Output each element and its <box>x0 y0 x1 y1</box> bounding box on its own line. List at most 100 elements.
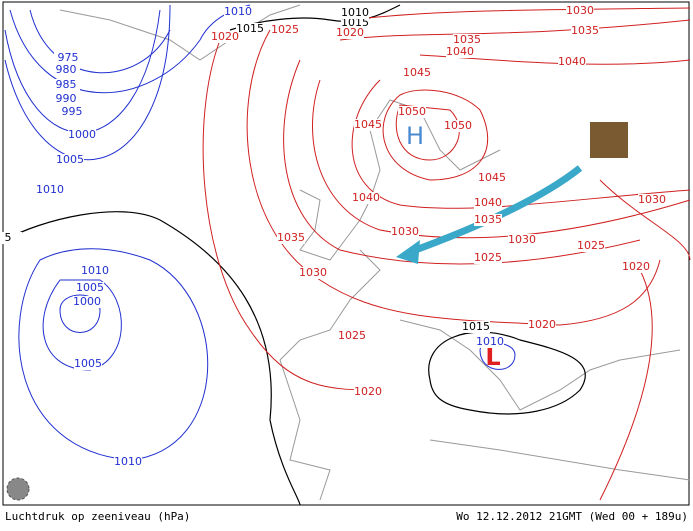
isobar-label: 1015 <box>341 16 369 29</box>
loading-icon <box>6 477 30 501</box>
isobar-label: 1025 <box>338 329 366 342</box>
label-bg <box>476 336 504 348</box>
isobar-label: 1020 <box>211 30 239 43</box>
low-pressure-label: L <box>485 343 500 371</box>
label-bg <box>508 234 536 246</box>
isobar-label: 1020 <box>354 385 382 398</box>
caption: Luchtdruk op zeeniveau (hPa) <box>5 510 190 523</box>
label-bg <box>73 296 101 308</box>
isobar-label: 1050 <box>444 119 472 132</box>
isobar-label: 1005 <box>56 153 84 166</box>
isobar-label: 985 <box>56 78 77 91</box>
isobar-label: 1045 <box>403 66 431 79</box>
label-bg <box>299 267 327 279</box>
isobar-label: 1035 <box>277 231 305 244</box>
isobar-label: 1005 <box>76 281 104 294</box>
footer <box>0 507 693 531</box>
label-bg <box>474 197 502 209</box>
isobar-label: 1010 <box>476 335 504 348</box>
isobar-label: 995 <box>62 105 83 118</box>
isobar-label: 1030 <box>391 225 419 238</box>
isobar-label: 1045 <box>478 171 506 184</box>
isobar-label: 1000 <box>73 295 101 308</box>
isobar-label: 1030 <box>508 233 536 246</box>
label-bg <box>58 106 86 118</box>
label-bg <box>446 46 474 58</box>
label-bg <box>68 129 96 141</box>
label-bg <box>36 184 64 196</box>
label-bg <box>271 24 299 36</box>
isobar-label: 1025 <box>577 239 605 252</box>
isobar-label: 1010 <box>341 6 369 19</box>
label-bg <box>474 214 502 226</box>
label-bg <box>528 319 556 331</box>
label-bg <box>403 67 431 79</box>
isobar-label: 1030 <box>299 266 327 279</box>
isobar-label: 1025 <box>271 23 299 36</box>
isobar-label: 1010 <box>224 5 252 18</box>
isobar-label: 975 <box>58 51 79 64</box>
isobar-label: 5 <box>5 231 12 244</box>
label-bg <box>52 79 80 91</box>
isobar-label: 1010 <box>114 455 142 468</box>
label-bg <box>577 240 605 252</box>
label-bg <box>277 232 305 244</box>
label-bg <box>444 120 472 132</box>
label-bg <box>336 27 364 39</box>
isobar-label: 1040 <box>474 196 502 209</box>
label-bg <box>341 17 369 29</box>
high-pressure-label: H <box>406 122 424 150</box>
isobar-label: 1010 <box>36 183 64 196</box>
arrow <box>396 165 583 264</box>
isobar-label: 1045 <box>354 118 382 131</box>
label-bg <box>462 321 490 333</box>
timestamp: Wo 12.12.2012 21GMT (Wed 00 + 189u) <box>456 510 688 523</box>
isobar-label: 1030 <box>566 4 594 17</box>
isobar-label: 1035 <box>571 24 599 37</box>
label-bg <box>54 52 82 64</box>
label-bg <box>558 56 586 68</box>
label-bg <box>236 23 264 35</box>
coastlines <box>59 4 691 501</box>
isobar-label: 1015 <box>462 320 490 333</box>
map-frame <box>2 1 690 506</box>
label-bg <box>622 261 650 273</box>
label-bg <box>453 34 481 46</box>
isobar-label: 1040 <box>446 45 474 58</box>
label-bg <box>52 64 80 76</box>
label-bg <box>211 31 239 43</box>
label-bg <box>52 93 80 105</box>
isobar-label: 1040 <box>352 191 380 204</box>
isobar-label: 1025 <box>474 251 502 264</box>
isobar-label: 1030 <box>638 193 666 206</box>
label-bg <box>76 282 104 294</box>
label-bg <box>81 265 109 277</box>
isobar-label: 1015 <box>236 22 264 35</box>
isobar-label: 1020 <box>528 318 556 331</box>
avatar-icon[interactable] <box>590 122 628 158</box>
label-bg <box>474 252 502 264</box>
isobar-label: 1035 <box>453 33 481 46</box>
label-bg <box>0 232 22 244</box>
isobar-label: 1040 <box>558 55 586 68</box>
label-bg <box>354 386 382 398</box>
label-bg <box>638 194 666 206</box>
isobar-label: 1050 <box>398 105 426 118</box>
isobar-label: 990 <box>56 92 77 105</box>
label-bg <box>571 25 599 37</box>
label-bg <box>114 456 142 468</box>
label-bg <box>478 172 506 184</box>
label-bg <box>338 330 366 342</box>
isobar-label: 1020 <box>336 26 364 39</box>
isobar-label: 1035 <box>474 213 502 226</box>
isobar-label: 1005 <box>74 357 102 370</box>
isobar-label: 1020 <box>622 260 650 273</box>
label-bg <box>566 5 594 17</box>
label-bg <box>354 119 382 131</box>
isobar-label: 980 <box>56 63 77 76</box>
label-bg <box>74 358 102 370</box>
isobar-label: 1000 <box>68 128 96 141</box>
label-bg <box>341 7 369 19</box>
label-bg <box>56 154 84 166</box>
